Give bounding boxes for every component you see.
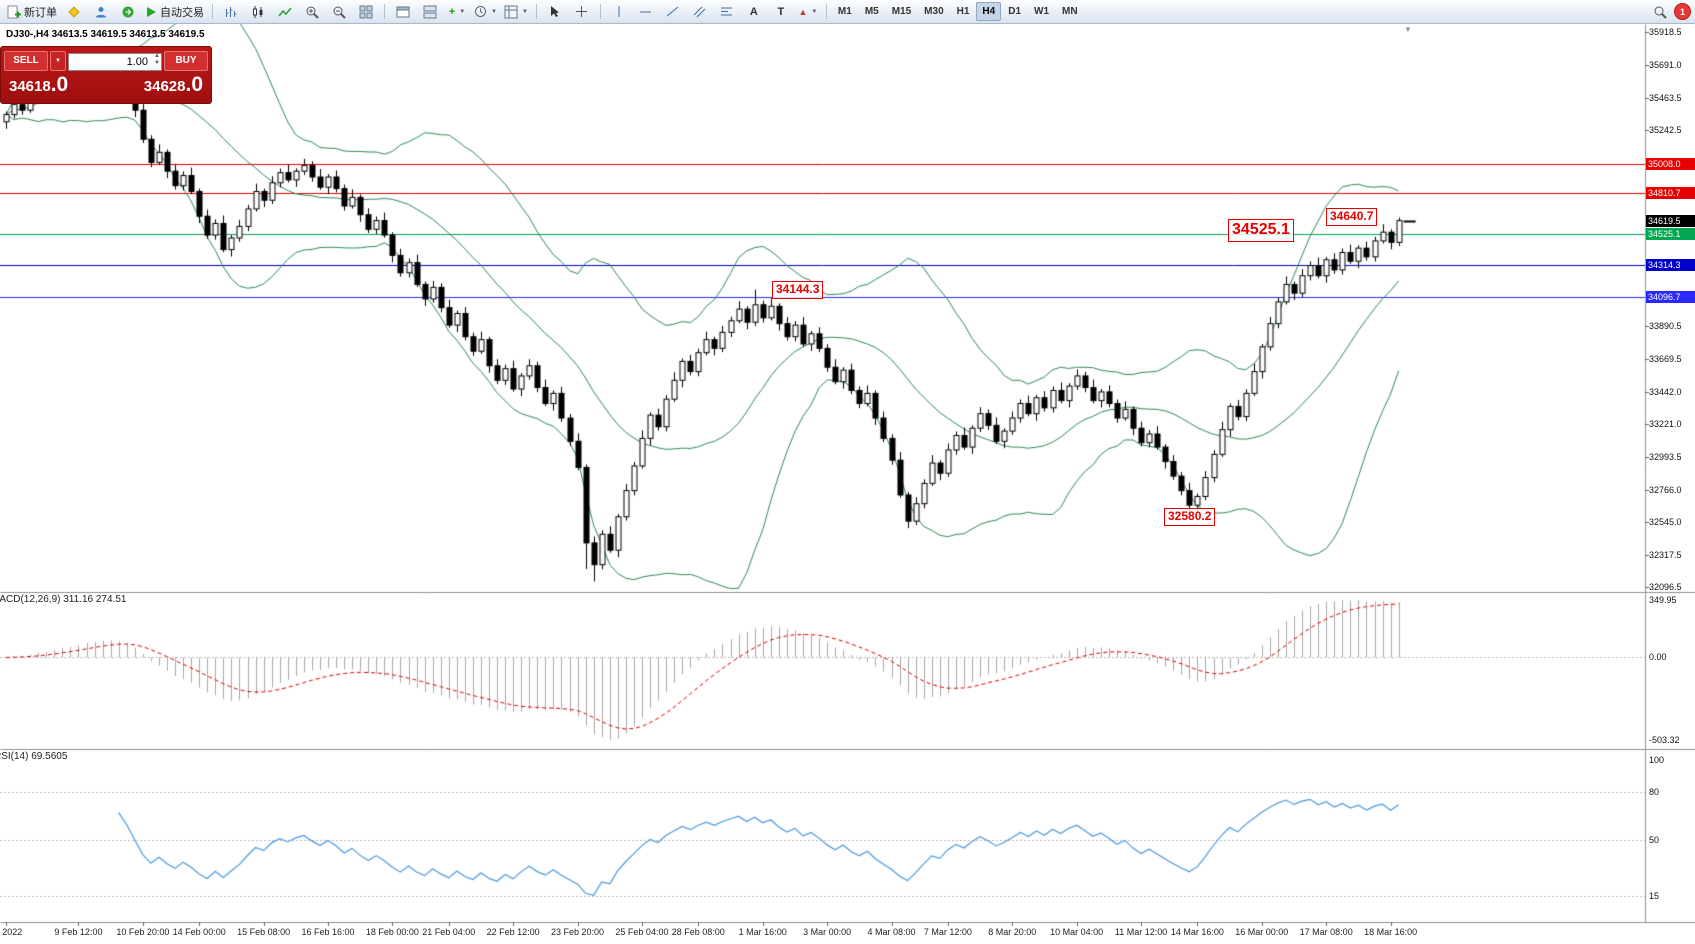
sell-price[interactable]: 34618.0 (9, 73, 69, 96)
shapes-icon: ▲ (798, 6, 808, 17)
zoom-out-button[interactable] (326, 2, 352, 22)
separator (535, 4, 537, 19)
timeframe-button-M1[interactable]: M1 (837, 6, 852, 17)
auto-trading-label: 自动交易 (160, 6, 204, 19)
crosshair-icon (576, 6, 588, 17)
indicators-plus-icon: + (448, 5, 456, 18)
new-chart-icon (396, 6, 410, 17)
sell-button[interactable]: SELL (4, 50, 48, 71)
spinner-up-icon[interactable]: ▲ (154, 52, 160, 59)
label-icon: T (777, 5, 785, 18)
bar-chart-button[interactable] (218, 2, 244, 22)
timeframe-group: M1 M5 M15 M30 H1 H4 D1 W1 MN (832, 2, 1084, 21)
tile-windows-icon (359, 5, 373, 18)
text-button[interactable]: A (741, 2, 767, 22)
community-icon (122, 6, 134, 17)
search-icon (1654, 6, 1667, 19)
candle-chart-button[interactable] (245, 2, 271, 22)
candle-chart-icon (253, 5, 263, 18)
timeframe-button-MN[interactable]: MN (1062, 6, 1078, 17)
crosshair-button[interactable] (569, 2, 595, 22)
profile-button[interactable] (88, 2, 114, 22)
volume-field-wrap: ▲▼ (68, 52, 162, 71)
fibonacci-button[interactable] (714, 2, 740, 22)
timeframe-button-M30[interactable]: M30 (924, 6, 944, 17)
horizontal-line-button[interactable] (633, 2, 659, 22)
zoom-in-button[interactable] (299, 2, 325, 22)
timeframe-button-M5[interactable]: M5 (864, 6, 879, 17)
chart-profiles-button[interactable] (417, 2, 443, 22)
market-diamond-icon (68, 5, 80, 18)
fibonacci-icon (721, 7, 733, 16)
separator (825, 4, 827, 19)
spinner-down-icon[interactable]: ▼ (154, 59, 160, 66)
new-order-label: 新订单 (24, 6, 57, 19)
bar-chart-icon (226, 6, 237, 17)
trendline-icon (667, 6, 679, 17)
toolbar: 新订单 自动交易 + ▼ ▼ (0, 0, 1695, 24)
line-chart-button[interactable] (272, 2, 298, 22)
timeframe-button-D1[interactable]: D1 (1008, 6, 1022, 17)
indicators-button[interactable]: + ▼ (444, 2, 470, 22)
horizontal-line-icon (640, 11, 652, 12)
zoom-out-icon (333, 6, 346, 19)
timeframe-button-H4[interactable]: H4 (976, 2, 1002, 21)
one-click-top-row: SELL ▼ ▲▼ BUY (1, 47, 211, 71)
templates-icon (504, 5, 518, 18)
play-icon (147, 6, 156, 17)
vertical-line-button[interactable] (606, 2, 632, 22)
trendline-button[interactable] (660, 2, 686, 22)
buy-button[interactable]: BUY (164, 50, 208, 71)
cursor-button[interactable] (542, 2, 568, 22)
volume-spinner[interactable]: ▲ ▼ (154, 53, 160, 67)
cursor-icon (550, 6, 559, 17)
rsi-indicator-label: RSI(14) 69.5605 (0, 751, 68, 762)
one-click-prices: 34618.0 34628.0 (1, 71, 211, 97)
volume-dropdown-icon[interactable]: ▼ (50, 50, 66, 71)
tile-windows-button[interactable] (353, 2, 379, 22)
zoom-in-icon (306, 6, 319, 19)
notification-badge[interactable]: 1 (1674, 3, 1691, 20)
text-icon: A (749, 5, 758, 18)
shapes-button[interactable]: ▲ ▼ (795, 2, 821, 22)
line-chart-icon (278, 7, 292, 16)
search-button[interactable] (1647, 2, 1673, 22)
separator (212, 4, 213, 19)
vertical-line-icon (618, 6, 620, 17)
separator (384, 4, 385, 19)
new-order-button[interactable]: 新订单 (4, 2, 60, 22)
timeframe-button-W1[interactable]: W1 (1034, 6, 1050, 17)
new-chart-button[interactable] (390, 2, 416, 22)
separator (599, 4, 601, 19)
chart-profiles-icon (423, 5, 437, 18)
new-order-icon (7, 5, 21, 18)
buy-price[interactable]: 34628.0 (143, 73, 203, 96)
periods-button[interactable]: ▼ (471, 2, 500, 22)
market-button[interactable] (61, 2, 87, 22)
channel-icon (694, 6, 706, 18)
channel-button[interactable] (687, 2, 713, 22)
chevron-down-icon: ▼ (811, 8, 818, 15)
profile-icon (96, 6, 106, 17)
templates-button[interactable]: ▼ (501, 2, 531, 22)
chevron-down-icon: ▼ (459, 8, 466, 15)
symbol-ohlc-info: DJ30-,H4 34613.5 34619.5 34613.5 34619.5 (6, 29, 205, 40)
community-button[interactable] (115, 2, 141, 22)
chevron-down-icon: ▼ (491, 8, 497, 15)
chart-shift-marker-icon[interactable]: ▼ (1404, 25, 1412, 34)
one-click-trading-panel: SELL ▼ ▲▼ BUY 34618.0 34628.0 (0, 46, 212, 104)
auto-trading-button[interactable]: 自动交易 (142, 2, 207, 22)
clock-icon (475, 6, 486, 17)
label-button[interactable]: T (768, 2, 794, 22)
volume-input[interactable] (68, 52, 162, 71)
chevron-down-icon: ▼ (521, 8, 528, 15)
timeframe-button-M15[interactable]: M15 (891, 6, 912, 17)
timeframe-button-H1[interactable]: H1 (956, 6, 970, 17)
macd-indicator-label: MACD(12,26,9) 311.16 274.51 (0, 594, 127, 605)
